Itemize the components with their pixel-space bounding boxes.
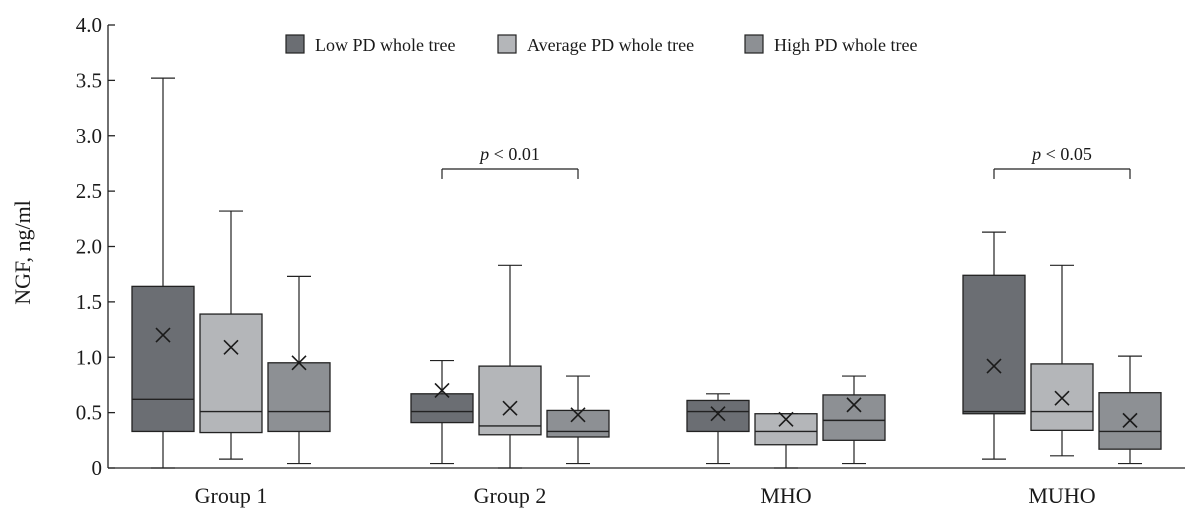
y-tick-label: 3.5 [76,68,102,92]
plot-area [131,77,1162,469]
mean-marker [710,406,726,422]
mean-marker [986,358,1002,374]
x-category-label: MUHO [1028,483,1095,508]
significance-label: p < 0.05 [1030,144,1092,164]
box-iqr [199,313,263,434]
significance-annotations: p < 0.01 p < 0.05 [441,144,1131,179]
box-2-3 [754,411,818,469]
box-iqr [478,365,542,436]
mean-marker-stroke [502,400,518,416]
mean-marker [570,407,586,423]
box-3-3 [822,375,886,465]
p-value: < 0.05 [1041,144,1092,164]
box-1-1 [131,77,195,469]
significance-bracket: p < 0.01 [441,144,579,179]
box-3-2 [546,375,610,465]
mean-marker [846,397,862,413]
mean-marker-stroke [1122,412,1138,428]
legend-item: High PD whole tree [744,34,917,55]
mean-marker-stroke [155,327,171,343]
box-3-4 [1098,355,1162,465]
mean-marker-stroke [986,358,1002,374]
mean-marker-stroke [434,382,450,399]
mean-marker [155,327,171,343]
y-axis-title: NGF, ng/ml [10,200,35,305]
p-symbol: p [478,144,489,164]
y-tick-label: 3.0 [76,124,102,148]
y-tick-label: 2.0 [76,235,102,259]
mean-marker [1054,390,1070,406]
axes: 0 0.5 1.0 1.5 2.0 2.5 3.0 3.5 4.0 NGF, ng/ml Group… [10,13,1185,508]
box-iqr [410,393,474,424]
box-2-2 [478,264,542,469]
mean-marker-stroke [291,355,307,371]
box-iqr [686,399,750,433]
legend-label: Low PD whole tree [315,35,455,55]
legend-swatch [285,34,305,54]
legend-item: Average PD whole tree [497,34,694,55]
legend-label: High PD whole tree [774,35,917,55]
y-tick-label: 1.5 [76,290,102,314]
mean-marker-stroke [1054,390,1070,406]
y-tick-label: 2.5 [76,179,102,203]
mean-marker [1122,412,1138,428]
x-category-label: MHO [760,483,811,508]
mean-marker-stroke [710,406,726,422]
mean-marker [778,411,794,427]
p-symbol: p [1030,144,1041,164]
legend-swatch [497,34,517,54]
y-tick-label: 0.5 [76,401,102,425]
legend: Low PD whole tree Average PD whole tree Hi… [285,34,917,55]
box-iqr [822,394,886,441]
x-category-label: Group 2 [474,483,547,508]
box-iqr [267,362,331,433]
y-tick-label: 0 [92,456,103,480]
mean-marker [434,382,450,399]
y-tick-label: 1.0 [76,345,102,369]
box-1-4 [962,231,1026,460]
box-1-2 [410,359,474,465]
box-iqr [131,285,195,433]
box-iqr [962,274,1026,415]
legend-item: Low PD whole tree [285,34,455,55]
box-1-3 [686,393,750,465]
p-value: < 0.01 [489,144,540,164]
mean-marker-stroke [570,407,586,423]
x-category-label: Group 1 [195,483,268,508]
mean-marker-stroke [846,397,862,413]
legend-swatch [744,34,764,54]
mean-marker [223,339,239,355]
box-3-1 [267,275,331,465]
box-iqr [546,409,610,438]
significance-label: p < 0.01 [478,144,540,164]
mean-marker-stroke [778,411,794,427]
box-2-4 [1030,264,1094,457]
y-tick-label: 4.0 [76,13,102,37]
significance-bracket: p < 0.05 [993,144,1131,179]
box-2-1 [199,210,263,460]
mean-marker [502,400,518,416]
mean-marker [291,355,307,371]
legend-label: Average PD whole tree [527,35,694,55]
mean-marker-stroke [223,339,239,355]
